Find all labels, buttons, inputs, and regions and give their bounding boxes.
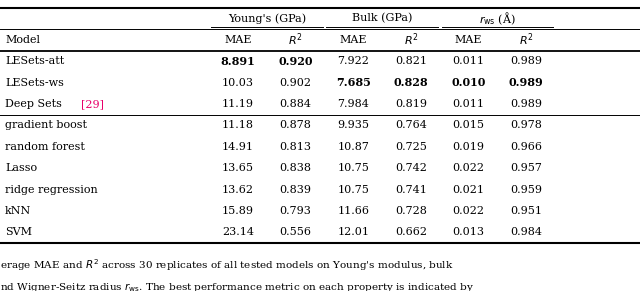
Text: 0.821: 0.821 bbox=[395, 56, 427, 66]
Text: 0.957: 0.957 bbox=[510, 163, 542, 173]
Text: 7.685: 7.685 bbox=[336, 77, 371, 88]
Text: Young's (GPa): Young's (GPa) bbox=[228, 13, 306, 24]
Text: 10.75: 10.75 bbox=[337, 163, 369, 173]
Text: 0.902: 0.902 bbox=[280, 78, 312, 88]
Text: 0.011: 0.011 bbox=[452, 56, 484, 66]
Text: 15.89: 15.89 bbox=[222, 206, 254, 216]
Text: 23.14: 23.14 bbox=[222, 227, 254, 237]
Text: [29]: [29] bbox=[81, 99, 104, 109]
Text: Bulk (GPa): Bulk (GPa) bbox=[352, 13, 412, 24]
Text: 11.18: 11.18 bbox=[222, 120, 254, 130]
Text: ridge regression: ridge regression bbox=[5, 184, 98, 195]
Text: 0.819: 0.819 bbox=[395, 99, 427, 109]
Text: 0.725: 0.725 bbox=[395, 142, 427, 152]
Text: erage MAE and $R^2$ across 30 replicates of all tested models on Young's modulus: erage MAE and $R^2$ across 30 replicates… bbox=[0, 257, 454, 273]
Text: 0.741: 0.741 bbox=[395, 184, 427, 195]
Text: MAE: MAE bbox=[340, 35, 367, 45]
Text: 8.891: 8.891 bbox=[221, 56, 255, 67]
Text: MAE: MAE bbox=[455, 35, 482, 45]
Text: 0.022: 0.022 bbox=[452, 163, 484, 173]
Text: 0.966: 0.966 bbox=[510, 142, 542, 152]
Text: 7.984: 7.984 bbox=[337, 99, 369, 109]
Text: 0.742: 0.742 bbox=[395, 163, 427, 173]
Text: 0.839: 0.839 bbox=[280, 184, 312, 195]
Text: 0.959: 0.959 bbox=[510, 184, 542, 195]
Text: 0.989: 0.989 bbox=[510, 56, 542, 66]
Text: Lasso: Lasso bbox=[5, 163, 37, 173]
Text: 10.87: 10.87 bbox=[337, 142, 369, 152]
Text: 13.65: 13.65 bbox=[222, 163, 254, 173]
Text: 0.728: 0.728 bbox=[395, 206, 427, 216]
Text: $R^2$: $R^2$ bbox=[519, 32, 533, 48]
Text: 0.021: 0.021 bbox=[452, 184, 484, 195]
Text: 10.03: 10.03 bbox=[222, 78, 254, 88]
Text: 0.011: 0.011 bbox=[452, 99, 484, 109]
Text: 0.019: 0.019 bbox=[452, 142, 484, 152]
Text: 12.01: 12.01 bbox=[337, 227, 369, 237]
Text: nd Wigner-Seitz radius $r_{\mathrm{ws}}$. The best performance metric on each pr: nd Wigner-Seitz radius $r_{\mathrm{ws}}$… bbox=[0, 281, 474, 291]
Text: 13.62: 13.62 bbox=[222, 184, 254, 195]
Text: gradient boost: gradient boost bbox=[5, 120, 87, 130]
Text: 0.793: 0.793 bbox=[280, 206, 312, 216]
Text: 0.989: 0.989 bbox=[510, 99, 542, 109]
Text: Model: Model bbox=[5, 35, 40, 45]
Text: 10.75: 10.75 bbox=[337, 184, 369, 195]
Text: 11.19: 11.19 bbox=[222, 99, 254, 109]
Text: 0.920: 0.920 bbox=[278, 56, 313, 67]
Text: SVM: SVM bbox=[5, 227, 32, 237]
Text: 0.984: 0.984 bbox=[510, 227, 542, 237]
Text: random forest: random forest bbox=[5, 142, 85, 152]
Text: LESets-ws: LESets-ws bbox=[5, 78, 64, 88]
Text: 9.935: 9.935 bbox=[337, 120, 369, 130]
Text: $R^2$: $R^2$ bbox=[289, 32, 303, 48]
Text: 0.662: 0.662 bbox=[395, 227, 427, 237]
Text: 0.022: 0.022 bbox=[452, 206, 484, 216]
Text: 0.978: 0.978 bbox=[510, 120, 542, 130]
Text: 0.884: 0.884 bbox=[280, 99, 312, 109]
Text: 0.989: 0.989 bbox=[509, 77, 543, 88]
Text: $r_{\mathrm{ws}}$ (Å): $r_{\mathrm{ws}}$ (Å) bbox=[479, 10, 516, 27]
Text: 0.828: 0.828 bbox=[394, 77, 428, 88]
Text: 0.013: 0.013 bbox=[452, 227, 484, 237]
Text: 0.010: 0.010 bbox=[451, 77, 486, 88]
Text: $R^2$: $R^2$ bbox=[404, 32, 418, 48]
Text: 14.91: 14.91 bbox=[222, 142, 254, 152]
Text: 11.66: 11.66 bbox=[337, 206, 369, 216]
Text: 0.878: 0.878 bbox=[280, 120, 312, 130]
Text: 0.556: 0.556 bbox=[280, 227, 312, 237]
Text: Deep Sets: Deep Sets bbox=[5, 99, 65, 109]
Text: kNN: kNN bbox=[5, 206, 31, 216]
Text: 0.764: 0.764 bbox=[395, 120, 427, 130]
Text: LESets-att: LESets-att bbox=[5, 56, 65, 66]
Text: 0.838: 0.838 bbox=[280, 163, 312, 173]
Text: 0.813: 0.813 bbox=[280, 142, 312, 152]
Text: 0.951: 0.951 bbox=[510, 206, 542, 216]
Text: MAE: MAE bbox=[225, 35, 252, 45]
Text: 0.015: 0.015 bbox=[452, 120, 484, 130]
Text: 7.922: 7.922 bbox=[337, 56, 369, 66]
